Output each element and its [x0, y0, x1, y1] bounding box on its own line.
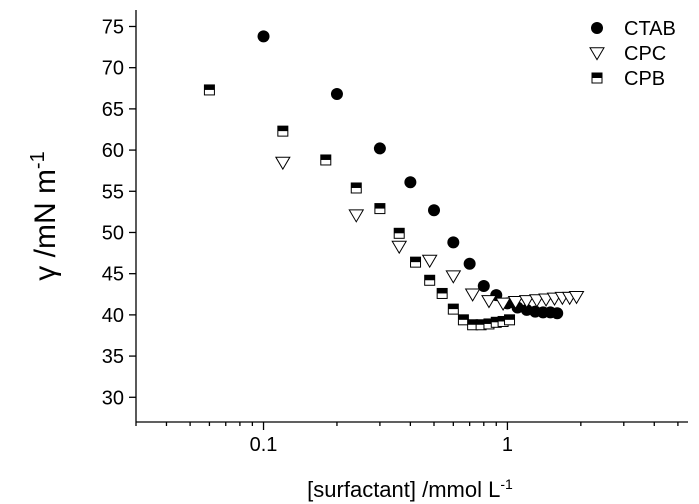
- cpb-point-11: [457, 314, 469, 326]
- ctab-point-8: [477, 280, 490, 293]
- x-tick-label-0-1: 0.1: [250, 434, 278, 456]
- y-axis-title-main: γ /mN m: [29, 169, 62, 281]
- x-axis-title-main: [surfactant] /mmol L: [307, 477, 500, 502]
- series-cpc: [274, 156, 585, 311]
- y-axis-title-sup: -1: [27, 151, 49, 169]
- cpb-point-4: [350, 182, 362, 194]
- cpc-point-6: [464, 288, 481, 302]
- x-axis-title: [surfactant] /mmol L-1: [307, 476, 513, 502]
- ctab-point-4: [404, 176, 417, 189]
- cpb-point-1: [203, 84, 215, 96]
- data-markers: [203, 30, 585, 331]
- y-tick-label-30: 30: [102, 387, 124, 409]
- cpc-point-10: [518, 295, 535, 309]
- x-tick-label-1: 1: [502, 434, 513, 456]
- cpc-point-4: [421, 254, 438, 269]
- cpc-point-9: [507, 295, 524, 310]
- cpc-point-11: [528, 294, 545, 308]
- cpc-point-3: [391, 240, 408, 255]
- legend-label-ctab: CTAB: [624, 18, 676, 40]
- y-tick-label-65: 65: [102, 99, 124, 121]
- legend-marker-ctab: [591, 22, 603, 34]
- cpb-point-9: [436, 287, 448, 299]
- legend-label-cpb: CPB: [624, 68, 665, 90]
- ctab-point-7: [463, 257, 476, 270]
- cpc-point-16: [568, 291, 585, 305]
- cpb-point-6: [393, 227, 405, 239]
- legend: CTAB CPC CPB: [589, 18, 676, 90]
- cpc-point-7: [481, 295, 497, 309]
- y-tick-label-55: 55: [102, 181, 124, 203]
- cpc-point-8: [495, 297, 511, 311]
- ctab-point-3: [373, 142, 386, 155]
- x-axis-title-sup: -1: [500, 476, 513, 492]
- legend-marker-cpb: [591, 72, 603, 84]
- y-tick-label-60: 60: [102, 140, 124, 162]
- ctab-point-6: [447, 236, 460, 249]
- y-tick-label-70: 70: [102, 58, 124, 80]
- cpb-point-17: [504, 314, 516, 326]
- cpb-point-5: [374, 203, 386, 215]
- y-axis-ticks: 30 35 40 45 50 55 60 65 70 75: [102, 16, 136, 409]
- y-tick-label-75: 75: [102, 16, 124, 38]
- ctab-point-5: [428, 204, 441, 217]
- cpc-point-2: [348, 209, 365, 223]
- cpb-point-8: [424, 274, 436, 286]
- series-ctab: [257, 30, 564, 320]
- cpb-point-10: [447, 303, 459, 315]
- y-tick-label-50: 50: [102, 222, 124, 244]
- x-axis-ticks: 0.1 1: [135, 422, 679, 456]
- cpb-point-7: [410, 256, 422, 268]
- legend-marker-cpc: [589, 47, 605, 61]
- cpb-point-2: [277, 125, 289, 137]
- legend-label-cpc: CPC: [624, 43, 666, 65]
- ctab-point-16: [551, 307, 564, 320]
- series-cpb: [203, 84, 516, 331]
- y-axis-title: γ /mN m-1: [27, 151, 62, 280]
- y-tick-label-35: 35: [102, 346, 124, 368]
- cpb-point-3: [320, 154, 332, 166]
- cpc-point-5: [445, 270, 462, 284]
- ctab-point-2: [330, 88, 343, 101]
- cpc-point-1: [274, 156, 291, 171]
- y-tick-label-40: 40: [102, 305, 124, 327]
- ctab-point-1: [257, 30, 270, 43]
- y-tick-label-45: 45: [102, 264, 124, 286]
